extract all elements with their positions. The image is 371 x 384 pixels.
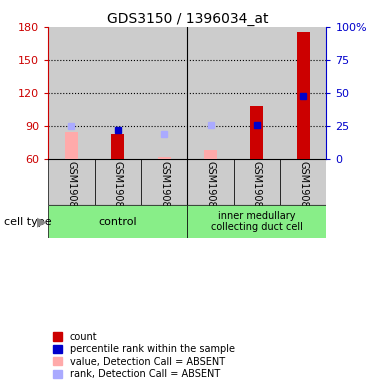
Bar: [234, 159, 280, 205]
Bar: [158, 157, 171, 159]
Bar: [280, 27, 326, 159]
Bar: [48, 205, 187, 238]
Text: GSM190850: GSM190850: [252, 161, 262, 220]
Bar: [204, 150, 217, 159]
Title: GDS3150 / 1396034_at: GDS3150 / 1396034_at: [106, 12, 268, 26]
Text: GSM190854: GSM190854: [159, 161, 169, 220]
Bar: [187, 159, 234, 205]
Legend: count, percentile rank within the sample, value, Detection Call = ABSENT, rank, : count, percentile rank within the sample…: [53, 332, 234, 379]
Text: ▶: ▶: [37, 215, 47, 228]
Bar: [187, 205, 326, 238]
Text: GSM190851: GSM190851: [298, 161, 308, 220]
Bar: [297, 32, 310, 159]
Bar: [250, 106, 263, 159]
Text: inner medullary
collecting duct cell: inner medullary collecting duct cell: [211, 211, 303, 232]
Bar: [141, 27, 187, 159]
Text: GSM190852: GSM190852: [66, 161, 76, 220]
Bar: [234, 27, 280, 159]
Bar: [187, 27, 234, 159]
Bar: [95, 27, 141, 159]
Bar: [280, 159, 326, 205]
Text: cell type: cell type: [4, 217, 51, 227]
Text: GSM190849: GSM190849: [206, 161, 216, 220]
Bar: [95, 159, 141, 205]
Bar: [48, 159, 95, 205]
Bar: [111, 134, 124, 159]
Text: GSM190853: GSM190853: [113, 161, 123, 220]
Text: control: control: [98, 217, 137, 227]
Bar: [141, 159, 187, 205]
Bar: [48, 27, 95, 159]
Bar: [65, 132, 78, 159]
